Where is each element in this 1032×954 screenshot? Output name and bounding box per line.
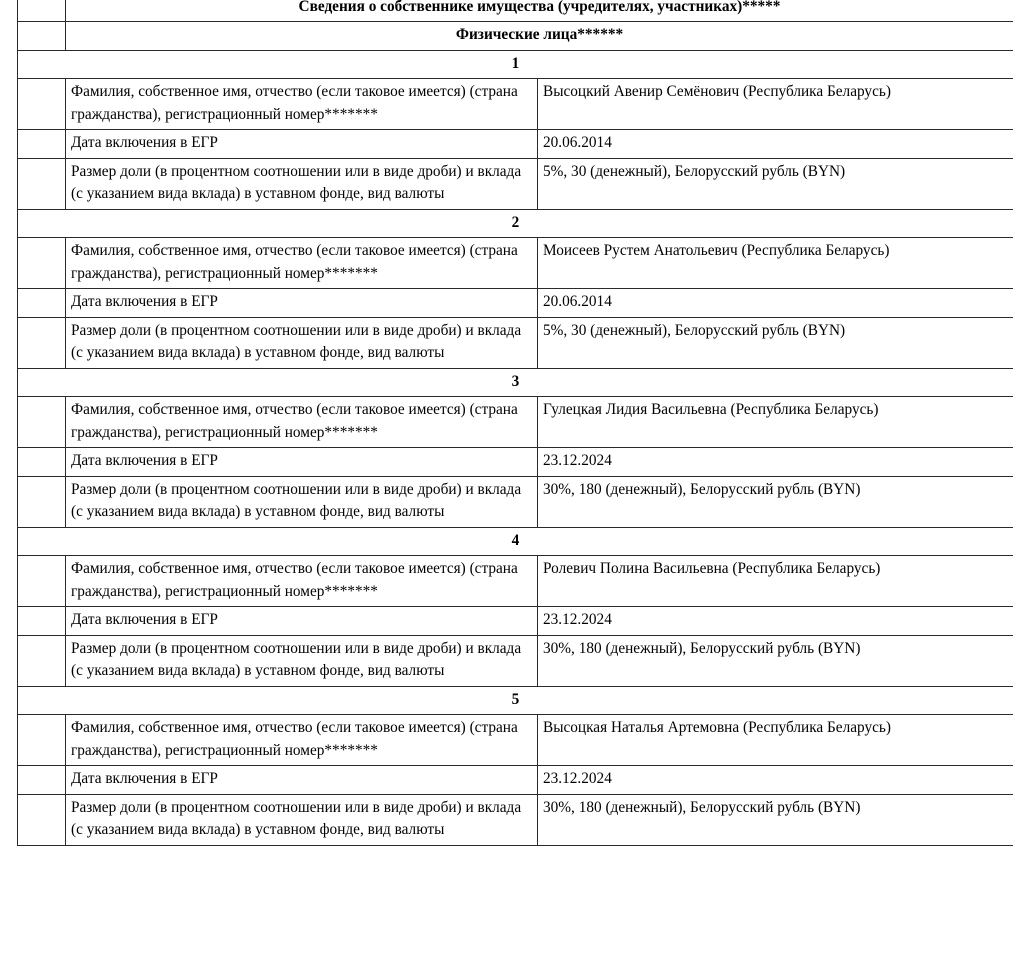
gutter-cell — [17, 129, 66, 159]
value-date-included: 20.06.2014 — [537, 288, 1013, 318]
label-date-included: Дата включения в ЕГР — [65, 447, 538, 477]
gutter-cell — [17, 555, 66, 608]
label-share-size: Размер доли (в процентном соотношении ил… — [65, 157, 538, 210]
label-share-size: Размер доли (в процентном соотношении ил… — [65, 475, 538, 528]
value-share-size: 30%, 180 (денежный), Белорусский рубль (… — [537, 634, 1013, 687]
table-row: Размер доли (в процентном соотношении ил… — [17, 316, 1013, 369]
gutter-cell — [17, 288, 66, 318]
value-full-name: Ролевич Полина Васильевна (Республика Бе… — [537, 555, 1013, 608]
label-share-size: Размер доли (в процентном соотношении ил… — [65, 316, 538, 369]
gutter-cell — [17, 447, 66, 477]
entry-ordinal: 5 — [17, 685, 1013, 716]
table-row: Фамилия, собственное имя, отчество (если… — [17, 714, 1013, 767]
entry-ordinal-row: 3 — [17, 367, 1013, 398]
entry-ordinal-row: 1 — [17, 49, 1013, 80]
label-full-name: Фамилия, собственное имя, отчество (если… — [65, 78, 538, 131]
label-full-name: Фамилия, собственное имя, отчество (если… — [65, 714, 538, 767]
table-row: Фамилия, собственное имя, отчество (если… — [17, 555, 1013, 608]
table-viewport: Сведения о собственнике имущества (учред… — [17, 0, 1013, 941]
table-row: Фамилия, собственное имя, отчество (если… — [17, 78, 1013, 131]
value-date-included: 23.12.2024 — [537, 765, 1013, 795]
value-full-name: Моисеев Рустем Анатольевич (Республика Б… — [537, 237, 1013, 290]
value-share-size: 5%, 30 (денежный), Белорусский рубль (BY… — [537, 316, 1013, 369]
label-date-included: Дата включения в ЕГР — [65, 288, 538, 318]
label-full-name: Фамилия, собственное имя, отчество (если… — [65, 237, 538, 290]
label-date-included: Дата включения в ЕГР — [65, 129, 538, 159]
table-row: Дата включения в ЕГР 23.12.2024 — [17, 447, 1013, 477]
entry-ordinal: 1 — [17, 49, 1013, 80]
table-row: Фамилия, собственное имя, отчество (если… — [17, 237, 1013, 290]
gutter-cell — [17, 714, 66, 767]
value-share-size: 30%, 180 (денежный), Белорусский рубль (… — [537, 475, 1013, 528]
label-share-size: Размер доли (в процентном соотношении ил… — [65, 793, 538, 846]
gutter-cell — [17, 396, 66, 449]
gutter-cell — [17, 157, 66, 210]
gutter-cell — [17, 793, 66, 846]
gutter-cell — [17, 78, 66, 131]
label-full-name: Фамилия, собственное имя, отчество (если… — [65, 396, 538, 449]
table-row: Дата включения в ЕГР 23.12.2024 — [17, 606, 1013, 636]
subsection-heading-row: Физические лица****** — [17, 21, 1013, 51]
gutter-cell — [17, 0, 66, 23]
table-row: Размер доли (в процентном соотношении ил… — [17, 475, 1013, 528]
value-full-name: Высоцкий Авенир Семёнович (Республика Бе… — [537, 78, 1013, 131]
section-heading: Сведения о собственнике имущества (учред… — [65, 0, 1013, 23]
table-row: Размер доли (в процентном соотношении ил… — [17, 157, 1013, 210]
table-row: Размер доли (в процентном соотношении ил… — [17, 634, 1013, 687]
gutter-cell — [17, 765, 66, 795]
label-date-included: Дата включения в ЕГР — [65, 765, 538, 795]
value-full-name: Гулецкая Лидия Васильевна (Республика Бе… — [537, 396, 1013, 449]
value-date-included: 20.06.2014 — [537, 129, 1013, 159]
table-row: Фамилия, собственное имя, отчество (если… — [17, 396, 1013, 449]
label-full-name: Фамилия, собственное имя, отчество (если… — [65, 555, 538, 608]
label-share-size: Размер доли (в процентном соотношении ил… — [65, 634, 538, 687]
table-row: Дата включения в ЕГР 23.12.2024 — [17, 765, 1013, 795]
gutter-cell — [17, 237, 66, 290]
gutter-cell — [17, 634, 66, 687]
gutter-cell — [17, 606, 66, 636]
entry-ordinal-row: 4 — [17, 526, 1013, 557]
gutter-cell — [17, 21, 66, 51]
value-share-size: 5%, 30 (денежный), Белорусский рубль (BY… — [537, 157, 1013, 210]
entry-ordinal-row: 2 — [17, 208, 1013, 239]
section-heading-row: Сведения о собственнике имущества (учред… — [17, 0, 1013, 23]
table-row: Дата включения в ЕГР 20.06.2014 — [17, 129, 1013, 159]
subsection-heading: Физические лица****** — [65, 21, 1013, 51]
gutter-cell — [17, 316, 66, 369]
table-row: Размер доли (в процентном соотношении ил… — [17, 793, 1013, 846]
value-share-size: 30%, 180 (денежный), Белорусский рубль (… — [537, 793, 1013, 846]
value-full-name: Высоцкая Наталья Артемовна (Республика Б… — [537, 714, 1013, 767]
value-date-included: 23.12.2024 — [537, 447, 1013, 477]
entry-ordinal-row: 5 — [17, 685, 1013, 716]
owner-information-table: Сведения о собственнике имущества (учред… — [17, 0, 1013, 846]
label-date-included: Дата включения в ЕГР — [65, 606, 538, 636]
entry-ordinal: 4 — [17, 526, 1013, 557]
value-date-included: 23.12.2024 — [537, 606, 1013, 636]
entry-ordinal: 2 — [17, 208, 1013, 239]
entry-ordinal: 3 — [17, 367, 1013, 398]
table-row: Дата включения в ЕГР 20.06.2014 — [17, 288, 1013, 318]
gutter-cell — [17, 475, 66, 528]
